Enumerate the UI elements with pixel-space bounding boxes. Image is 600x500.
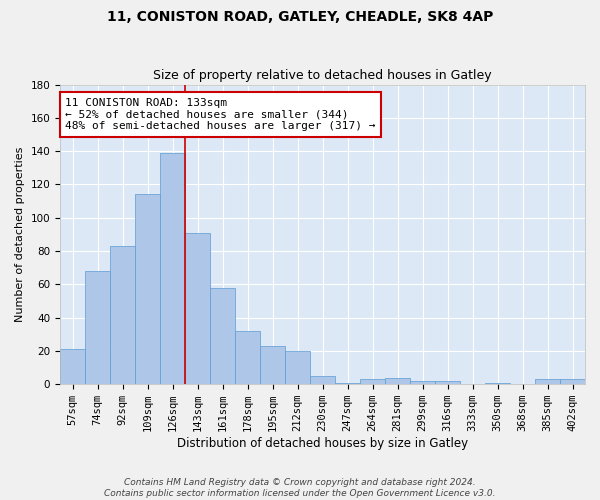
Bar bbox=[360, 379, 385, 384]
Text: 11, CONISTON ROAD, GATLEY, CHEADLE, SK8 4AP: 11, CONISTON ROAD, GATLEY, CHEADLE, SK8 … bbox=[107, 10, 493, 24]
Bar bbox=[435, 381, 460, 384]
Bar bbox=[260, 346, 285, 384]
Bar bbox=[235, 331, 260, 384]
Bar bbox=[285, 351, 310, 384]
Bar bbox=[210, 288, 235, 384]
Title: Size of property relative to detached houses in Gatley: Size of property relative to detached ho… bbox=[153, 69, 492, 82]
Bar bbox=[560, 379, 585, 384]
X-axis label: Distribution of detached houses by size in Gatley: Distribution of detached houses by size … bbox=[177, 437, 468, 450]
Bar bbox=[310, 376, 335, 384]
Bar bbox=[60, 350, 85, 384]
Bar bbox=[135, 194, 160, 384]
Bar bbox=[335, 382, 360, 384]
Bar bbox=[410, 381, 435, 384]
Y-axis label: Number of detached properties: Number of detached properties bbox=[15, 146, 25, 322]
Bar bbox=[85, 271, 110, 384]
Bar bbox=[160, 153, 185, 384]
Text: 11 CONISTON ROAD: 133sqm
← 52% of detached houses are smaller (344)
48% of semi-: 11 CONISTON ROAD: 133sqm ← 52% of detach… bbox=[65, 98, 376, 131]
Bar bbox=[535, 379, 560, 384]
Bar bbox=[185, 232, 210, 384]
Bar bbox=[485, 382, 510, 384]
Text: Contains HM Land Registry data © Crown copyright and database right 2024.
Contai: Contains HM Land Registry data © Crown c… bbox=[104, 478, 496, 498]
Bar bbox=[110, 246, 135, 384]
Bar bbox=[385, 378, 410, 384]
